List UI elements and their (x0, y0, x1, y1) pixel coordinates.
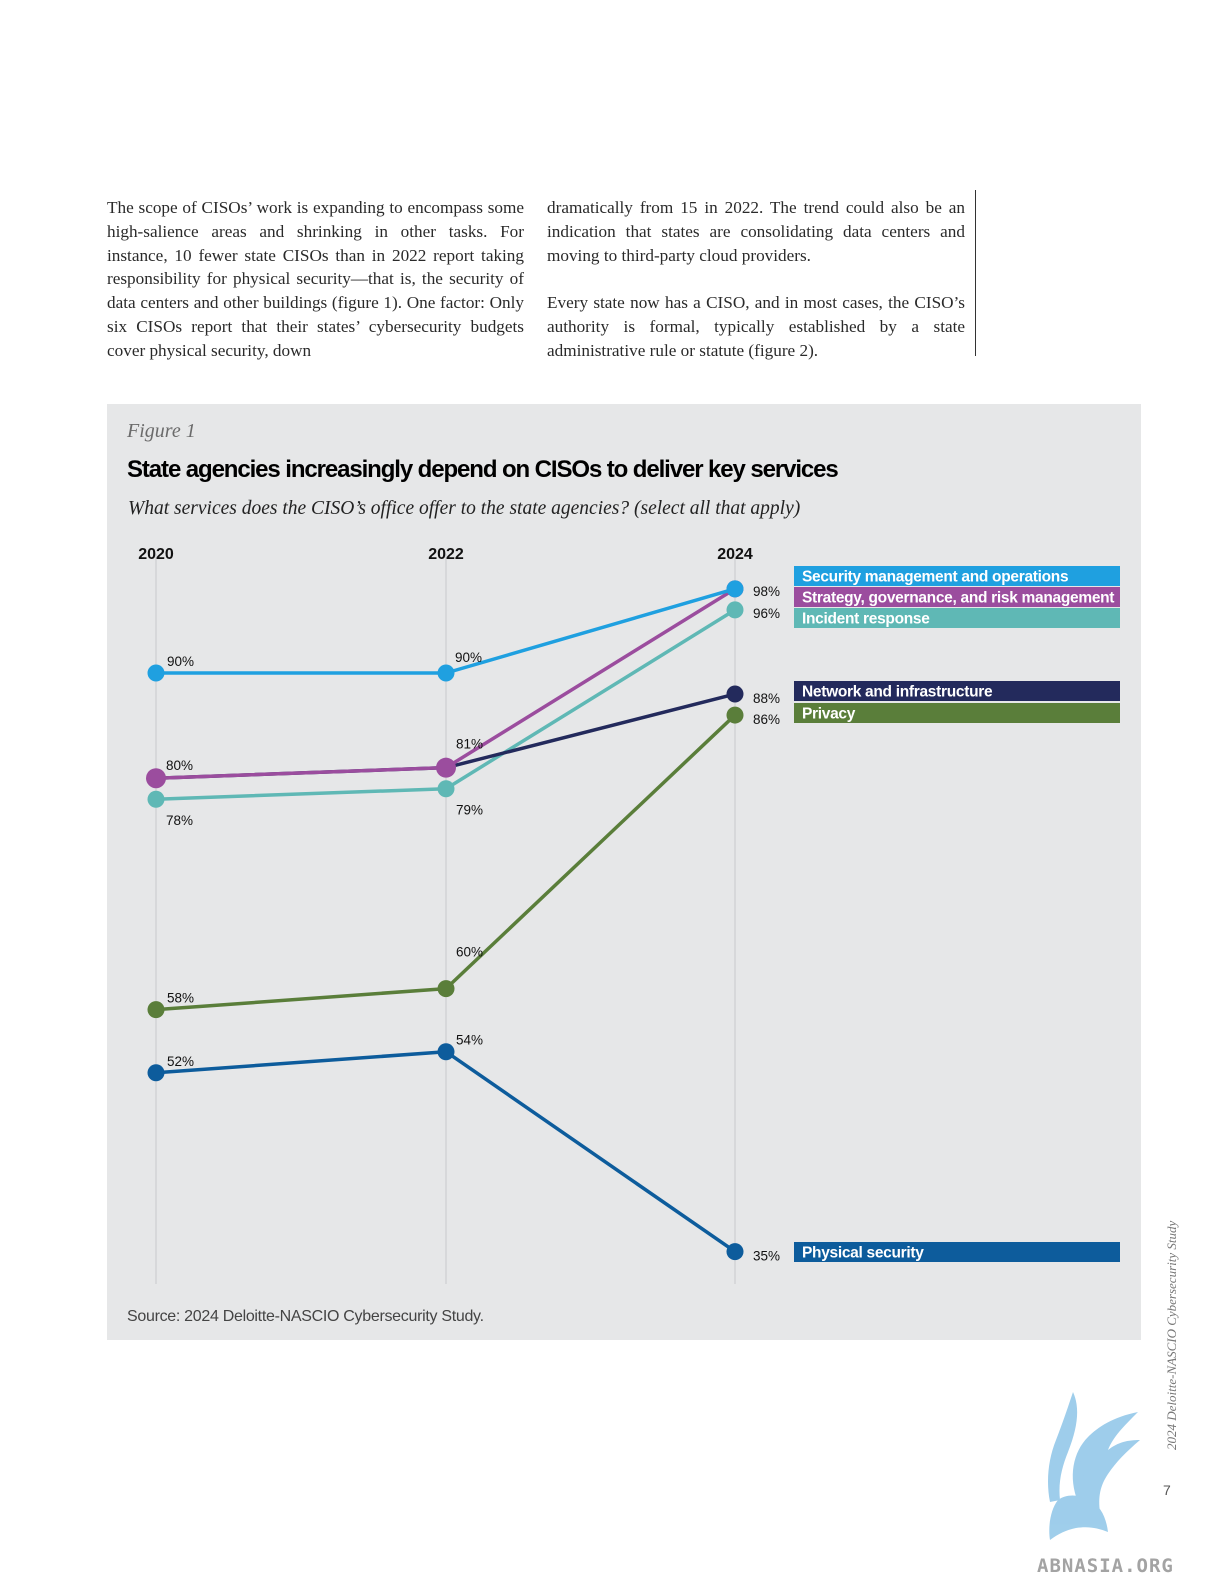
data-label: 79% (456, 803, 483, 818)
data-point (726, 706, 744, 724)
body-paragraph: The scope of CISOs’ work is expanding to… (107, 198, 524, 360)
data-label: 35% (753, 1249, 780, 1264)
column-rule (975, 190, 976, 356)
data-label: 81% (456, 737, 483, 752)
line-chart: 2020 2022 2024 90% 90% 98% 80% 81% 78% 79% 96% 88% 5… (138, 546, 1120, 1284)
figure-subtitle: What services does the CISO’s office off… (128, 498, 801, 519)
body-column-right: dramatically from 15 in 2022. The trend … (547, 196, 965, 386)
figure-panel: Figure 1 State agencies increasingly dep… (107, 404, 1141, 1340)
legend-label: Network and infrastructure (802, 684, 993, 701)
data-point (437, 1043, 455, 1061)
data-label: 58% (167, 991, 194, 1006)
source-note: Source: 2024 Deloitte-NASCIO Cybersecuri… (127, 1308, 484, 1325)
data-label: 88% (753, 691, 780, 706)
legend-label: Incident response (802, 611, 930, 628)
data-point (147, 1001, 165, 1019)
data-label: 98% (753, 584, 780, 599)
data-point (726, 685, 744, 703)
data-label: 60% (456, 945, 483, 960)
x-tick-label: 2024 (717, 546, 753, 563)
data-point (147, 1064, 165, 1082)
data-point (147, 664, 165, 682)
data-point (436, 757, 456, 778)
legend-swatch (794, 681, 1120, 701)
data-point (437, 664, 455, 682)
legend-swatch (794, 608, 1120, 628)
data-point (726, 1243, 744, 1261)
watermark-text: ABNASIA.ORG (1037, 1555, 1174, 1577)
page-number: 7 (1163, 1482, 1171, 1498)
legend-swatch (794, 587, 1120, 607)
data-point (726, 580, 744, 598)
legend-label: Strategy, governance, and risk managemen… (802, 590, 1114, 607)
legend-label: Privacy (802, 706, 856, 723)
side-note: 2024 Deloitte-NASCIO Cybersecurity Study (1164, 1220, 1179, 1450)
data-point (437, 980, 455, 998)
data-point (437, 780, 455, 798)
griffin-logo-icon (1048, 1392, 1140, 1540)
data-label: 90% (167, 654, 194, 669)
legend-label: Physical security (802, 1245, 924, 1262)
legend-swatch (794, 703, 1120, 723)
x-tick-label: 2022 (428, 546, 464, 563)
figure-label: Figure 1 (127, 420, 196, 442)
body-column-left: The scope of CISOs’ work is expanding to… (107, 196, 524, 386)
data-label: 52% (167, 1054, 194, 1069)
data-label: 90% (455, 650, 482, 665)
data-label: 86% (753, 712, 780, 727)
figure-title: State agencies increasingly depend on CI… (127, 456, 839, 483)
data-point (726, 601, 744, 619)
data-label: 54% (456, 1033, 483, 1048)
data-label: 96% (753, 606, 780, 621)
legend-swatch (794, 1242, 1120, 1262)
legend-swatch (794, 566, 1120, 586)
legend-label: Security management and operations (802, 569, 1068, 586)
data-point (147, 790, 165, 808)
data-point (146, 768, 166, 789)
data-label: 80% (166, 758, 193, 773)
body-paragraph: Every state now has a CISO, and in most … (547, 293, 965, 360)
x-tick-label: 2020 (138, 546, 174, 563)
data-label: 78% (166, 813, 193, 828)
body-paragraph: dramatically from 15 in 2022. The trend … (547, 198, 965, 265)
